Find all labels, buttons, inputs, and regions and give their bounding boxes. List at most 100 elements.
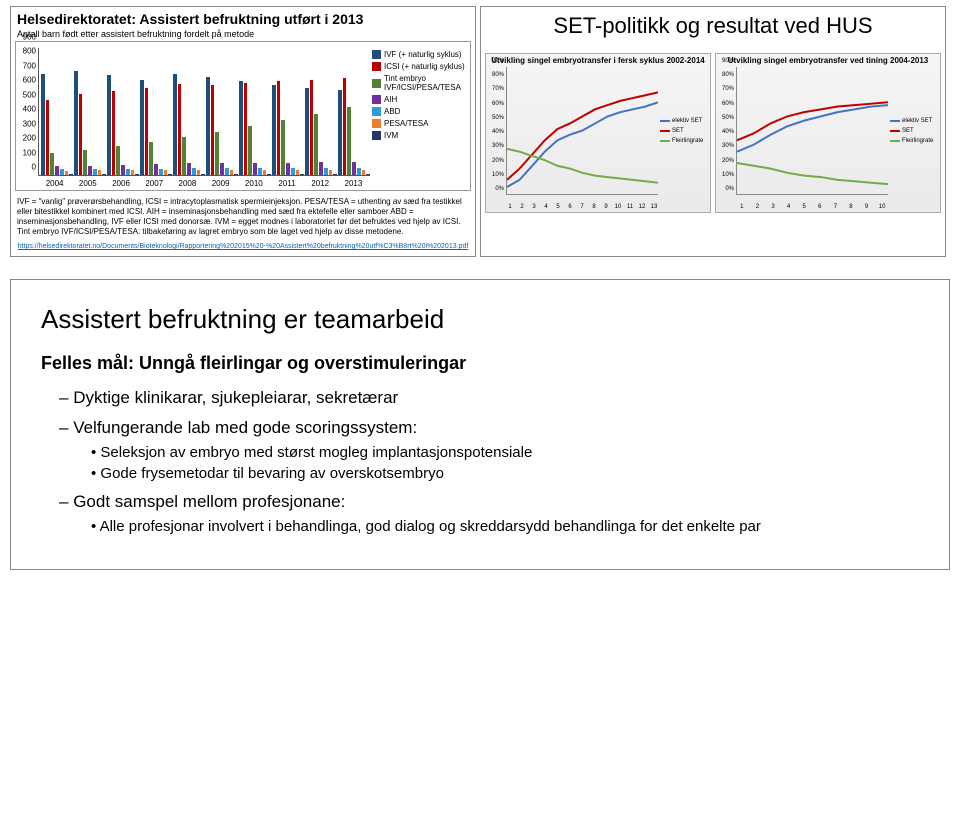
bar bbox=[314, 114, 318, 175]
bar bbox=[102, 174, 106, 175]
bar bbox=[347, 107, 351, 175]
legend-label: ABD bbox=[384, 107, 400, 116]
bar bbox=[131, 170, 135, 175]
x-tick: 2 bbox=[750, 204, 766, 210]
legend-item: ABD bbox=[372, 107, 468, 116]
bar bbox=[88, 166, 92, 175]
legend-label: SET bbox=[672, 128, 684, 134]
bar bbox=[201, 174, 205, 175]
y-tick: 50% bbox=[492, 115, 504, 121]
definitions-text: IVF = "vanlig" prøverørsbehandling, ICSI… bbox=[11, 195, 475, 241]
x-tick: 2 bbox=[516, 204, 528, 210]
y-tick: 40% bbox=[492, 129, 504, 135]
bar bbox=[286, 163, 290, 175]
y-tick: 300 bbox=[23, 119, 36, 128]
bar bbox=[239, 81, 243, 175]
bar bbox=[220, 163, 224, 175]
bar bbox=[182, 137, 186, 175]
x-tick: 3 bbox=[765, 204, 781, 210]
bar-chart-y-axis: 0100200300400500600700800900 bbox=[16, 42, 38, 190]
legend-item: Tint embryo IVF/ICSI/PESA/TESA bbox=[372, 74, 468, 92]
bar bbox=[116, 146, 120, 175]
bar bbox=[248, 126, 252, 175]
legend-item: IVM bbox=[372, 131, 468, 140]
line-chart-plot bbox=[506, 67, 658, 195]
series-line bbox=[507, 102, 658, 187]
legend-item: Fleirlingrate bbox=[660, 138, 708, 144]
bar-group bbox=[305, 80, 337, 175]
bar bbox=[65, 171, 69, 175]
bar bbox=[159, 169, 163, 176]
y-tick: 900 bbox=[23, 33, 36, 42]
bar bbox=[272, 85, 276, 175]
legend-item: SET bbox=[890, 128, 938, 134]
bar bbox=[300, 174, 304, 175]
bar-chart-plot bbox=[38, 48, 370, 176]
y-tick: 600 bbox=[23, 76, 36, 85]
bar bbox=[230, 170, 234, 175]
bar bbox=[74, 71, 78, 175]
y-tick: 10% bbox=[492, 172, 504, 178]
bar bbox=[135, 174, 139, 175]
bar bbox=[79, 94, 83, 175]
x-tick: 4 bbox=[540, 204, 552, 210]
y-tick: 700 bbox=[23, 61, 36, 70]
y-tick: 0 bbox=[32, 163, 36, 172]
line-chart-plot bbox=[736, 67, 888, 195]
x-tick: 6 bbox=[812, 204, 828, 210]
bar bbox=[244, 83, 248, 175]
x-tick: 12 bbox=[636, 204, 648, 210]
bar bbox=[69, 174, 73, 175]
right-title: SET-politikk og resultat ved HUS bbox=[481, 7, 945, 49]
bar bbox=[225, 168, 229, 175]
x-tick: 5 bbox=[552, 204, 564, 210]
y-tick: 400 bbox=[23, 105, 36, 114]
bar bbox=[60, 169, 64, 175]
line-chart-x-axis: 12345678910 bbox=[734, 204, 890, 210]
x-tick: 2009 bbox=[204, 179, 237, 188]
x-tick: 3 bbox=[528, 204, 540, 210]
y-tick: 10% bbox=[722, 172, 734, 178]
legend-swatch bbox=[372, 62, 381, 71]
line-chart-legend: elektiv SET SET Fleirlingrate bbox=[658, 67, 708, 195]
x-tick: 1 bbox=[734, 204, 750, 210]
bar bbox=[41, 74, 45, 175]
bar bbox=[324, 168, 328, 175]
legend-item: IVF (+ naturlig syklus) bbox=[372, 50, 468, 59]
line-chart-y-axis: 0%10%20%30%40%50%60%70%80%90% bbox=[488, 67, 506, 195]
bar-group bbox=[338, 78, 370, 175]
y-tick: 200 bbox=[23, 134, 36, 143]
bar bbox=[215, 132, 219, 175]
bar bbox=[121, 165, 125, 175]
x-tick: 2005 bbox=[71, 179, 104, 188]
bar bbox=[296, 170, 300, 175]
y-tick: 30% bbox=[722, 143, 734, 149]
legend-swatch bbox=[372, 50, 381, 59]
bar bbox=[149, 142, 153, 175]
line-chart-title: Utvikling singel embryotransfer ved tini… bbox=[718, 56, 938, 65]
bar bbox=[357, 168, 361, 175]
bar bbox=[93, 169, 97, 175]
bar bbox=[267, 174, 271, 175]
line-chart-svg bbox=[737, 67, 888, 194]
legend-label: elektiv SET bbox=[672, 118, 702, 124]
bullet-level-2: Seleksjon av embryo med størst mogleg im… bbox=[91, 444, 919, 461]
x-tick: 6 bbox=[564, 204, 576, 210]
line-chart-body: 0%10%20%30%40%50%60%70%80%90%elektiv SET… bbox=[718, 67, 938, 195]
legend-dash bbox=[660, 140, 670, 142]
bar-group bbox=[140, 80, 172, 175]
legend-item: PESA/TESA bbox=[372, 119, 468, 128]
bar bbox=[310, 80, 314, 175]
x-tick: 2013 bbox=[337, 179, 370, 188]
x-tick: 2011 bbox=[270, 179, 303, 188]
x-tick: 2008 bbox=[171, 179, 204, 188]
bar bbox=[234, 174, 238, 175]
bar bbox=[319, 162, 323, 175]
x-tick: 9 bbox=[600, 204, 612, 210]
bar bbox=[253, 163, 257, 175]
legend-dash bbox=[660, 120, 670, 122]
bar bbox=[173, 74, 177, 175]
bar-chart: 0100200300400500600700800900 IVF (+ natu… bbox=[15, 41, 471, 191]
x-tick: 4 bbox=[781, 204, 797, 210]
bar bbox=[107, 75, 111, 175]
